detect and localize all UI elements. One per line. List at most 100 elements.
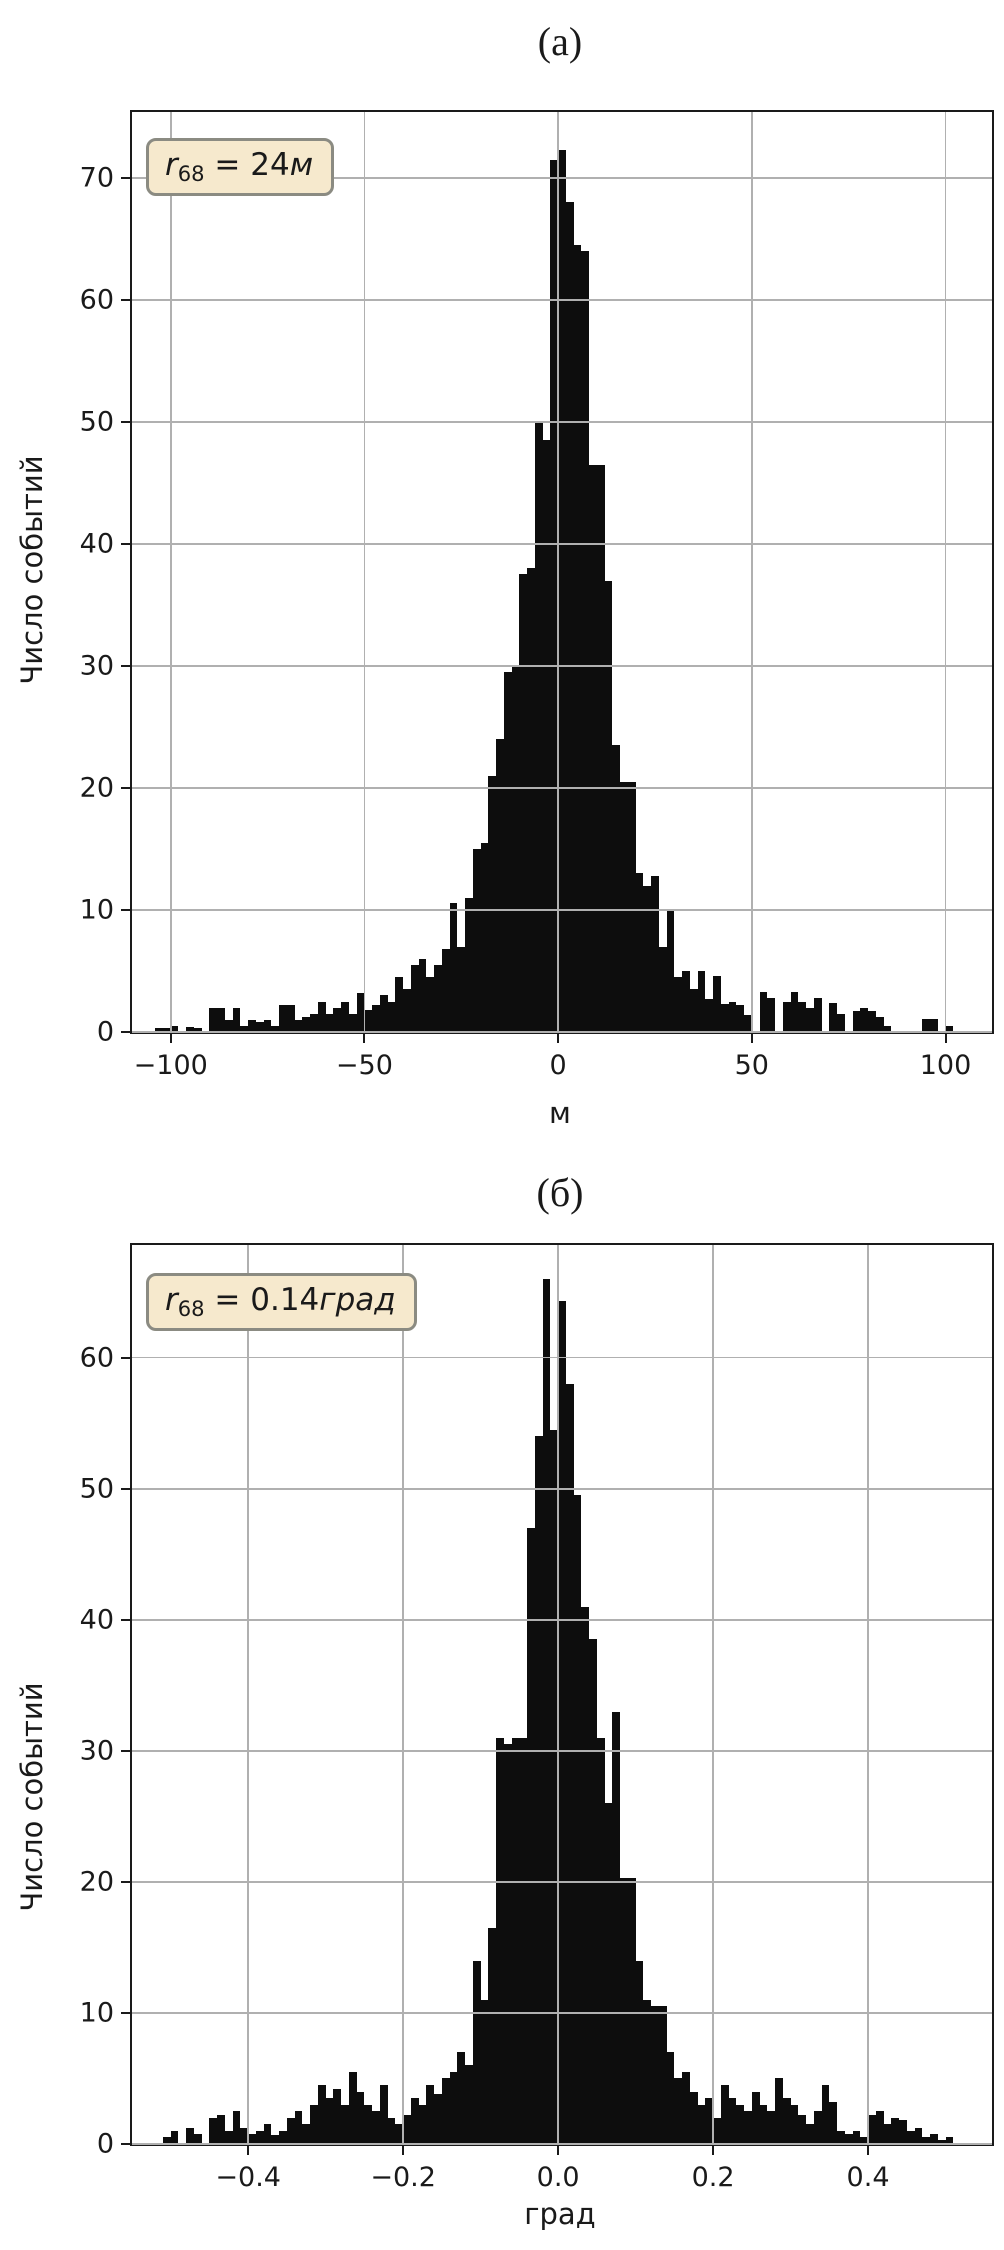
panel-label-a: (а) [537, 19, 583, 64]
histogram-bar [395, 977, 404, 1032]
histogram-bar [317, 2085, 326, 2144]
x-tick-mark [247, 2146, 250, 2155]
histogram-bar [860, 1007, 869, 1032]
y-tick-mark [121, 2011, 130, 2014]
x-tick-mark [169, 1034, 172, 1043]
histogram-bar [232, 2111, 241, 2144]
histogram-bar [635, 873, 644, 1032]
histogram-bar [868, 2115, 876, 2144]
histogram-bar [658, 2006, 667, 2144]
legend-value: = 0.14 [204, 1282, 320, 1318]
histogram-bar [248, 1019, 256, 1032]
histogram-bar [418, 958, 427, 1032]
histogram-bar [852, 2130, 861, 2144]
histogram-bar [364, 1010, 373, 1032]
histogram-bar [217, 1007, 225, 1032]
histogram-bar [325, 1013, 334, 1032]
histogram-bar [488, 1927, 497, 2144]
histogram-bar [302, 2124, 311, 2144]
histogram-bar [627, 1877, 636, 2144]
histogram-bar [891, 2117, 899, 2144]
histogram-bar [511, 665, 520, 1032]
histogram-bar [713, 975, 721, 1032]
histogram-bar [604, 1803, 613, 2144]
histogram-bar [736, 2104, 745, 2144]
x-tick-label: 0.2 [691, 2162, 735, 2193]
histogram-bar [589, 464, 597, 1032]
histogram-bar [775, 2078, 783, 2144]
histogram-bar [713, 2117, 721, 2144]
histogram-bar [465, 2065, 473, 2144]
histogram-bar [643, 1999, 652, 2144]
histogram-bar [744, 2111, 752, 2144]
y-tick-mark [121, 1749, 130, 1752]
histogram-bar [333, 2088, 342, 2144]
x-tick-mark [750, 1034, 753, 1043]
y-tick-label: 0 [96, 2128, 114, 2160]
histogram-bar [945, 2137, 954, 2144]
histogram-bar [604, 580, 613, 1032]
legend-subscript: 68 [177, 1295, 205, 1321]
histogram-bar [224, 1019, 233, 1032]
histogram-bar [248, 2133, 256, 2144]
histogram-bar [209, 1007, 218, 1032]
histogram-bar [193, 2133, 202, 2144]
y-axis-label: Число событий [15, 1682, 49, 1912]
histogram-bar [759, 2104, 768, 2144]
histogram-bar [441, 2078, 450, 2144]
histogram-bar [503, 1744, 512, 2144]
histogram-bar [426, 977, 435, 1032]
histogram-bar [837, 1013, 845, 1032]
histogram-bar [705, 2098, 714, 2144]
histogram-bar [341, 2104, 349, 2144]
y-tick-label: 40 [79, 528, 114, 560]
histogram-bar [341, 1001, 349, 1032]
histogram-bar [790, 991, 799, 1032]
y-tick-label: 0 [96, 1016, 114, 1048]
y-tick-mark [121, 908, 130, 911]
histogram-bar [806, 2124, 814, 2144]
histogram-bar [271, 1025, 280, 1032]
histogram-bar [728, 2098, 737, 2144]
histogram-bar [472, 848, 481, 1032]
bars-layer [132, 112, 992, 1032]
legend-unit: м [289, 147, 314, 183]
x-tick-mark [557, 1034, 560, 1043]
legend-variable: r [165, 147, 178, 183]
y-tick-mark [121, 786, 130, 789]
histogram-bar [224, 2130, 233, 2144]
y-axis-label: Число событий [15, 455, 49, 685]
histogram-bar [379, 2085, 388, 2144]
y-tick-mark [121, 1487, 130, 1490]
x-tick-label: 0 [549, 1050, 567, 1081]
histogram-bar [782, 2098, 791, 2144]
histogram-bar [472, 1960, 481, 2144]
histogram-bar [217, 2115, 225, 2144]
histogram-bar [279, 2130, 287, 2144]
histogram-bar [170, 1025, 179, 1032]
y-tick-mark [121, 1880, 130, 1883]
histogram-bar [209, 2117, 218, 2144]
histogram-bar [666, 2052, 675, 2144]
histogram-bar [720, 2085, 729, 2144]
histogram-bar [899, 2120, 907, 2144]
histogram-bar [759, 991, 768, 1032]
histogram-bar [496, 1737, 504, 2144]
y-tick-label: 30 [79, 1735, 114, 1767]
histogram-bar [387, 2117, 396, 2144]
histogram-bar [534, 1436, 543, 2144]
histogram-bar [689, 989, 698, 1032]
histogram-bar [868, 1011, 876, 1032]
histogram-bar [682, 971, 690, 1032]
histogram-bar [403, 989, 411, 1032]
y-tick-mark [121, 420, 130, 423]
histogram-bar [643, 885, 652, 1032]
y-tick-mark [121, 1031, 130, 1033]
histogram-bar [767, 997, 776, 1032]
histogram-bar [689, 2091, 698, 2144]
histogram-bar [162, 1028, 171, 1032]
histogram-bar [418, 2104, 427, 2144]
histogram-bar [465, 897, 473, 1032]
histogram-bar [457, 946, 466, 1032]
x-tick-mark [712, 2146, 715, 2155]
